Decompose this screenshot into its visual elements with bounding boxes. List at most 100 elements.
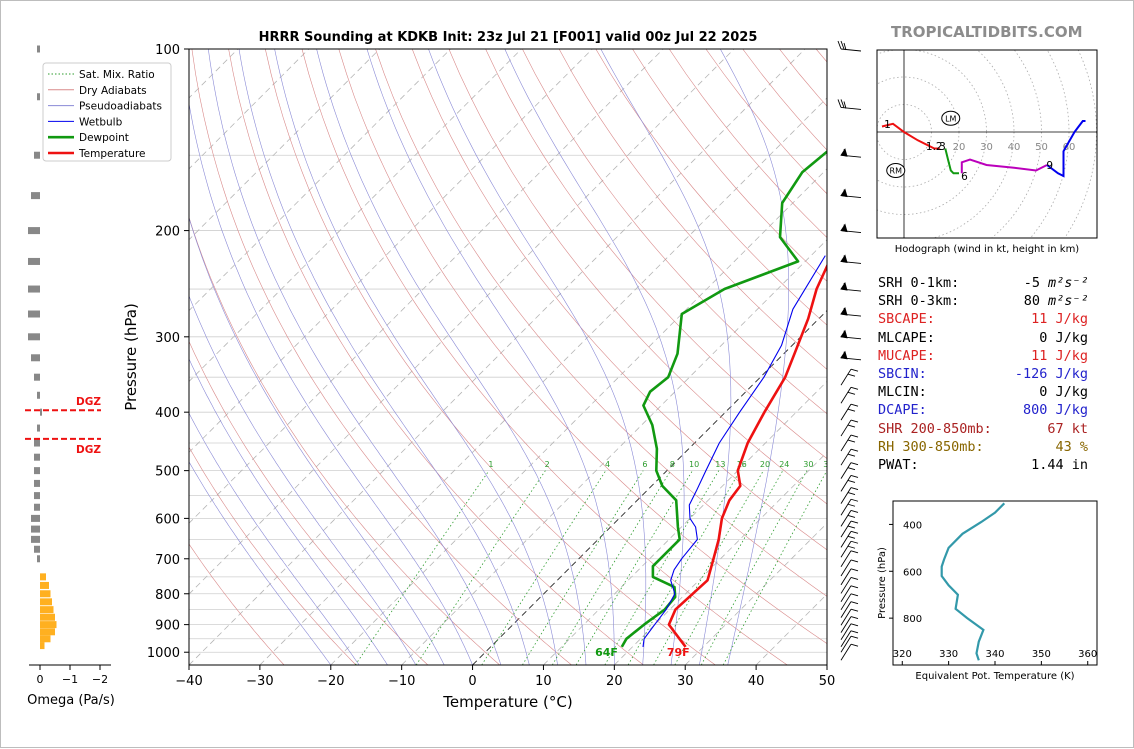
hodograph-height-label: 3: [939, 141, 946, 153]
wind-barb-flag: [851, 636, 858, 638]
wind-barb-flag: [851, 488, 858, 490]
wind-barb-flag: [851, 631, 858, 633]
wind-barb-staff: [841, 475, 851, 491]
hodograph-height-label: 1: [884, 119, 891, 131]
wind-barb-staff: [841, 404, 851, 420]
wind-barb-staff: [841, 369, 851, 385]
dry-adiabat: [192, 49, 572, 665]
omega-bar: [40, 621, 57, 628]
x-tick-label: 20: [606, 674, 623, 689]
wind-barb-staff: [841, 541, 851, 557]
wind-barb-flag: [851, 541, 858, 543]
wind-barb-flag: [848, 526, 855, 528]
wind-barb-flag: [848, 440, 855, 442]
wind-barb-flag: [851, 435, 858, 437]
index-value: 11 J/kg: [1031, 311, 1088, 327]
moist-adiabat: [136, 49, 416, 665]
wind-barb-staff: [841, 387, 851, 403]
moist-adiabat: [429, 49, 646, 665]
index-label: MLCAPE:: [878, 330, 935, 346]
legend-entry: Sat. Mix. Ratio: [79, 69, 155, 81]
omega-bar: [40, 598, 52, 605]
wind-barb-staff: [841, 644, 851, 660]
x-tick-label: 10: [535, 674, 552, 689]
omega-bar: [34, 374, 40, 381]
theta-e-x-tick-label: 350: [1032, 649, 1051, 660]
wind-barb-flag: [851, 577, 858, 579]
omega-bar: [37, 392, 40, 399]
wind-barb-flag: [851, 644, 858, 646]
omega-bar: [28, 258, 40, 265]
omega-bar: [34, 454, 40, 461]
omega-bar: [34, 480, 40, 487]
isotherm-line: [331, 49, 947, 665]
wind-barb-flag: [851, 420, 858, 422]
legend-entry: Temperature: [78, 148, 146, 160]
hodograph-caption: Hodograph (wind in kt, height in km): [895, 244, 1080, 255]
dgz-label: DGZ: [76, 396, 101, 408]
wind-barb-staff: [841, 569, 851, 585]
wind-barb-flag: [851, 551, 858, 553]
theta-e-x-tick-label: 360: [1078, 649, 1097, 660]
wind-barb-flag: [838, 99, 841, 107]
wind-barb-flag: [851, 499, 858, 501]
omega-bar: [40, 628, 55, 635]
index-label: DCAPE:: [878, 402, 927, 418]
storm-motion-label: RM: [890, 167, 903, 176]
index-value: -126 J/kg: [1015, 366, 1088, 382]
omega-bar: [40, 590, 51, 597]
wind-barb-staff: [841, 435, 851, 451]
legend-entry: Pseudoadiabats: [79, 101, 162, 113]
y-tick-label: 500: [155, 465, 180, 480]
wind-barb-flag: [851, 369, 858, 371]
mixing-ratio-label: 20: [760, 460, 770, 469]
wind-barb-flag: [848, 493, 855, 495]
omega-bar: [28, 311, 40, 318]
theta-e-y-tick-label: 400: [903, 520, 922, 531]
index-value: 1.44 in: [1031, 457, 1088, 473]
moist-adiabat: [239, 49, 529, 665]
wind-barb-flag: [841, 99, 844, 107]
index-label: MUCAPE:: [878, 348, 935, 364]
omega-bar: [37, 425, 40, 432]
wind-barb-staff: [841, 577, 851, 593]
wind-barb-flag: [838, 41, 841, 49]
omega-bar: [40, 635, 51, 642]
moist-adiabat: [275, 49, 558, 665]
wind-barb-staff: [841, 531, 851, 547]
omega-tick-label: 0: [37, 673, 44, 686]
wind-barb-flag: [851, 594, 858, 596]
wind-barb-flag: [848, 409, 855, 411]
mixing-ratio-label: 10: [689, 460, 699, 469]
mixing-ratio-label: 8: [670, 460, 675, 469]
theta-e-x-tick-label: 320: [893, 649, 912, 660]
wind-barb-staff: [841, 551, 851, 567]
wind-barb-staff: [841, 420, 851, 436]
wind-barb-flag: [851, 624, 858, 626]
omega-tick-label: −1: [62, 673, 78, 686]
wind-barb-flag: [851, 404, 858, 406]
mixing-ratio-label: 36: [823, 460, 833, 469]
surface-temperature-label: 79F: [667, 646, 690, 659]
omega-bar: [28, 286, 40, 293]
theta-e-line: [942, 503, 1005, 660]
wind-barb-flag: [851, 475, 858, 477]
omega-bar: [34, 504, 40, 511]
wind-barb-flag: [851, 609, 858, 611]
index-label: RH 300-850mb:: [878, 439, 984, 455]
wind-barb-staff: [841, 602, 851, 618]
index-value: 11 J/kg: [1031, 348, 1088, 364]
omega-bar: [28, 333, 40, 340]
x-tick-label: −40: [175, 674, 202, 689]
omega-bar: [31, 515, 40, 522]
omega-bar: [34, 440, 40, 447]
wind-barb-flag: [848, 536, 855, 538]
mixing-ratio-label: 4: [605, 460, 610, 469]
legend-entry: Dewpoint: [79, 132, 129, 144]
wind-barb-flag: [848, 374, 855, 376]
theta-e-y-tick-label: 800: [903, 614, 922, 625]
y-tick-label: 300: [155, 331, 180, 346]
omega-bar: [37, 46, 40, 53]
index-label: SHR 200-850mb:: [878, 421, 992, 437]
